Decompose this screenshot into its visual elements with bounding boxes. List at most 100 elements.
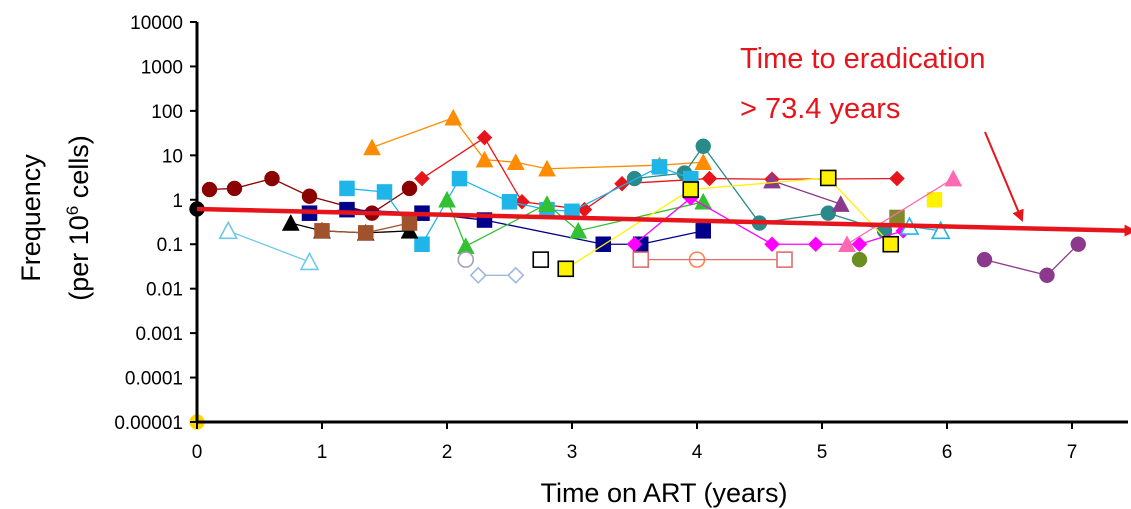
data-point-triangle xyxy=(838,235,856,252)
y-axis-title-prefix: (per 10 xyxy=(64,215,94,301)
data-point-square xyxy=(632,251,650,268)
y-tick-label: 10000 xyxy=(130,13,183,34)
data-point-triangle xyxy=(506,153,525,170)
series-line xyxy=(565,177,892,270)
data-point-diamond xyxy=(889,170,905,187)
data-point-circle xyxy=(820,205,836,221)
axes-layer xyxy=(195,22,1128,424)
data-point-square xyxy=(358,225,374,241)
data-point-circle xyxy=(626,170,643,187)
trend-line xyxy=(196,206,1131,237)
data-point-circle xyxy=(301,188,318,205)
data-point-diamond xyxy=(414,170,430,187)
series-group xyxy=(626,138,893,239)
x-tick-label: 3 xyxy=(567,442,578,463)
data-point-circle xyxy=(851,251,868,268)
data-point-circle xyxy=(695,138,711,155)
data-point-triangle xyxy=(218,220,239,240)
series-line xyxy=(846,178,954,245)
data-point-square xyxy=(776,251,793,268)
eradication-annotation-line2: > 73.4 years xyxy=(740,93,900,125)
data-point-square xyxy=(532,251,550,268)
data-point-triangle xyxy=(831,195,850,212)
series-group xyxy=(763,171,850,212)
data-point-circle xyxy=(457,251,475,268)
data-point-square xyxy=(376,184,393,200)
data-point-triangle xyxy=(444,108,463,126)
data-point-square xyxy=(339,180,355,197)
series-line xyxy=(984,243,1079,277)
data-point-square xyxy=(451,170,468,187)
data-point-square xyxy=(819,169,837,187)
series-line xyxy=(290,222,410,234)
data-point-square xyxy=(926,192,943,208)
series-group xyxy=(201,170,418,221)
y-tick-label: 100 xyxy=(151,102,183,123)
data-point-circle xyxy=(201,181,218,198)
data-point-diamond xyxy=(507,266,525,284)
data-point-triangle xyxy=(694,192,713,210)
data-point-square xyxy=(651,159,668,175)
y-axis-title-superscript: 6 xyxy=(63,206,82,215)
ticks-layer: 1000010001001010.10.010.0010.00010.00001… xyxy=(114,13,1077,463)
data-point-triangle xyxy=(438,190,456,208)
y-tick-label: 1 xyxy=(172,191,183,212)
y-axis-title-suffix: cells) xyxy=(64,135,94,206)
data-point-diamond xyxy=(476,129,493,146)
series-group xyxy=(851,251,868,268)
y-tick-label: 0.001 xyxy=(135,324,183,345)
annotation-arrow xyxy=(984,131,1024,222)
data-point-triangle xyxy=(281,213,300,231)
data-point-square xyxy=(695,223,711,239)
series-group xyxy=(314,215,418,241)
series-group xyxy=(632,251,793,268)
y-axis-title-line1: Frequency xyxy=(16,154,46,282)
data-point-diamond xyxy=(469,266,487,284)
data-point-diamond xyxy=(851,236,868,253)
x-tick-label: 4 xyxy=(692,442,703,463)
x-tick-label: 1 xyxy=(317,442,328,463)
y-tick-label: 0.01 xyxy=(146,280,183,301)
x-tick-label: 2 xyxy=(442,442,453,463)
series-layer xyxy=(189,108,1086,430)
y-tick-label: 0.00001 xyxy=(114,413,183,434)
data-point-triangle xyxy=(930,220,951,240)
data-point-circle xyxy=(1070,236,1086,252)
data-point-circle xyxy=(1039,267,1055,284)
data-point-circle xyxy=(401,180,418,197)
data-point-square xyxy=(314,223,330,239)
series-group xyxy=(438,190,713,255)
x-axis-title: Time on ART (years) xyxy=(540,478,787,508)
data-point-triangle xyxy=(944,169,963,187)
series-group xyxy=(457,251,475,268)
data-point-triangle xyxy=(363,138,381,156)
y-axis-title-line2: (per 106 cells) xyxy=(63,135,94,301)
eradication-annotation-line1: Time to eradication xyxy=(740,43,986,75)
x-tick-label: 7 xyxy=(1067,442,1078,463)
data-point-square xyxy=(889,209,905,226)
y-tick-label: 0.0001 xyxy=(125,369,183,390)
series-line xyxy=(634,145,885,232)
y-tick-label: 0.1 xyxy=(157,235,183,256)
data-point-triangle xyxy=(299,251,320,271)
data-point-square xyxy=(339,201,355,218)
data-point-square xyxy=(882,235,900,253)
trend-layer xyxy=(196,131,1131,237)
data-point-triangle xyxy=(763,171,781,189)
series-line xyxy=(228,230,310,263)
data-point-diamond xyxy=(764,236,780,253)
data-point-triangle xyxy=(538,195,556,212)
series-line xyxy=(421,136,898,211)
data-point-circle xyxy=(264,170,280,187)
data-point-triangle xyxy=(475,150,494,168)
series-group xyxy=(926,192,943,208)
data-point-triangle xyxy=(538,159,556,177)
x-tick-label: 6 xyxy=(942,442,953,463)
y-tick-label: 10 xyxy=(162,146,183,167)
x-tick-label: 5 xyxy=(817,442,828,463)
data-point-triangle xyxy=(569,221,588,239)
series-line xyxy=(771,179,841,205)
series-group xyxy=(838,169,963,252)
data-point-square xyxy=(557,260,575,278)
series-group xyxy=(469,266,525,284)
